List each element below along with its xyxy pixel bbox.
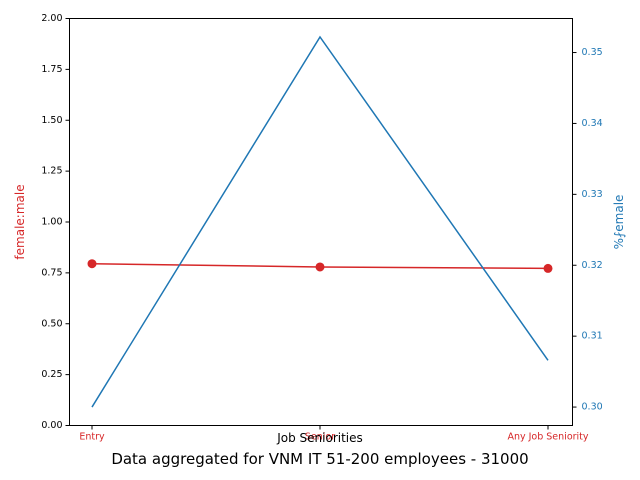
right-tick-label: 0.32 [582, 260, 603, 271]
plot-frame [69, 18, 573, 426]
left-tick-label: 1.50 [41, 115, 62, 126]
data-point [87, 259, 97, 269]
right-tick-label: 0.35 [582, 47, 603, 58]
left-tick-label: 1.75 [41, 64, 62, 75]
right-tick-label: 0.30 [582, 402, 603, 413]
left-tick-label: 1.25 [41, 166, 62, 177]
x-tick-label: Senior [305, 432, 335, 443]
chart-title: Data aggregated for VNM IT 51-200 employ… [111, 450, 528, 468]
plot-area [87, 35, 553, 408]
x-axis: Entry Senior Any Job Seniority [79, 425, 589, 443]
right-tick-label: 0.34 [582, 118, 603, 129]
left-y-axis-label: female:male [13, 184, 27, 259]
right-tick-label: 0.33 [582, 189, 603, 200]
left-y-axis: 0.00 0.25 0.50 0.75 1.00 1.25 1.50 1.75 2.00 [41, 13, 70, 431]
x-tick-label: Entry [79, 432, 105, 443]
right-y-axis: 0.30 0.31 0.32 0.33 0.34 0.35 [572, 47, 603, 413]
left-tick-label: 0.00 [41, 420, 62, 431]
data-point [315, 262, 325, 272]
data-point [543, 263, 553, 273]
left-tick-label: 0.75 [41, 267, 62, 278]
left-tick-label: 1.00 [41, 217, 62, 228]
series-line-percent-female [91, 35, 549, 408]
left-tick-label: 2.00 [41, 13, 62, 24]
right-tick-label: 0.31 [582, 331, 603, 342]
x-tick-label: Any Job Seniority [507, 432, 588, 443]
left-tick-label: 0.50 [41, 318, 62, 329]
x-axis-label: Job Seniorities [276, 431, 363, 445]
left-tick-label: 0.25 [41, 369, 62, 380]
right-y-axis-label: %⨏emale [612, 195, 626, 250]
